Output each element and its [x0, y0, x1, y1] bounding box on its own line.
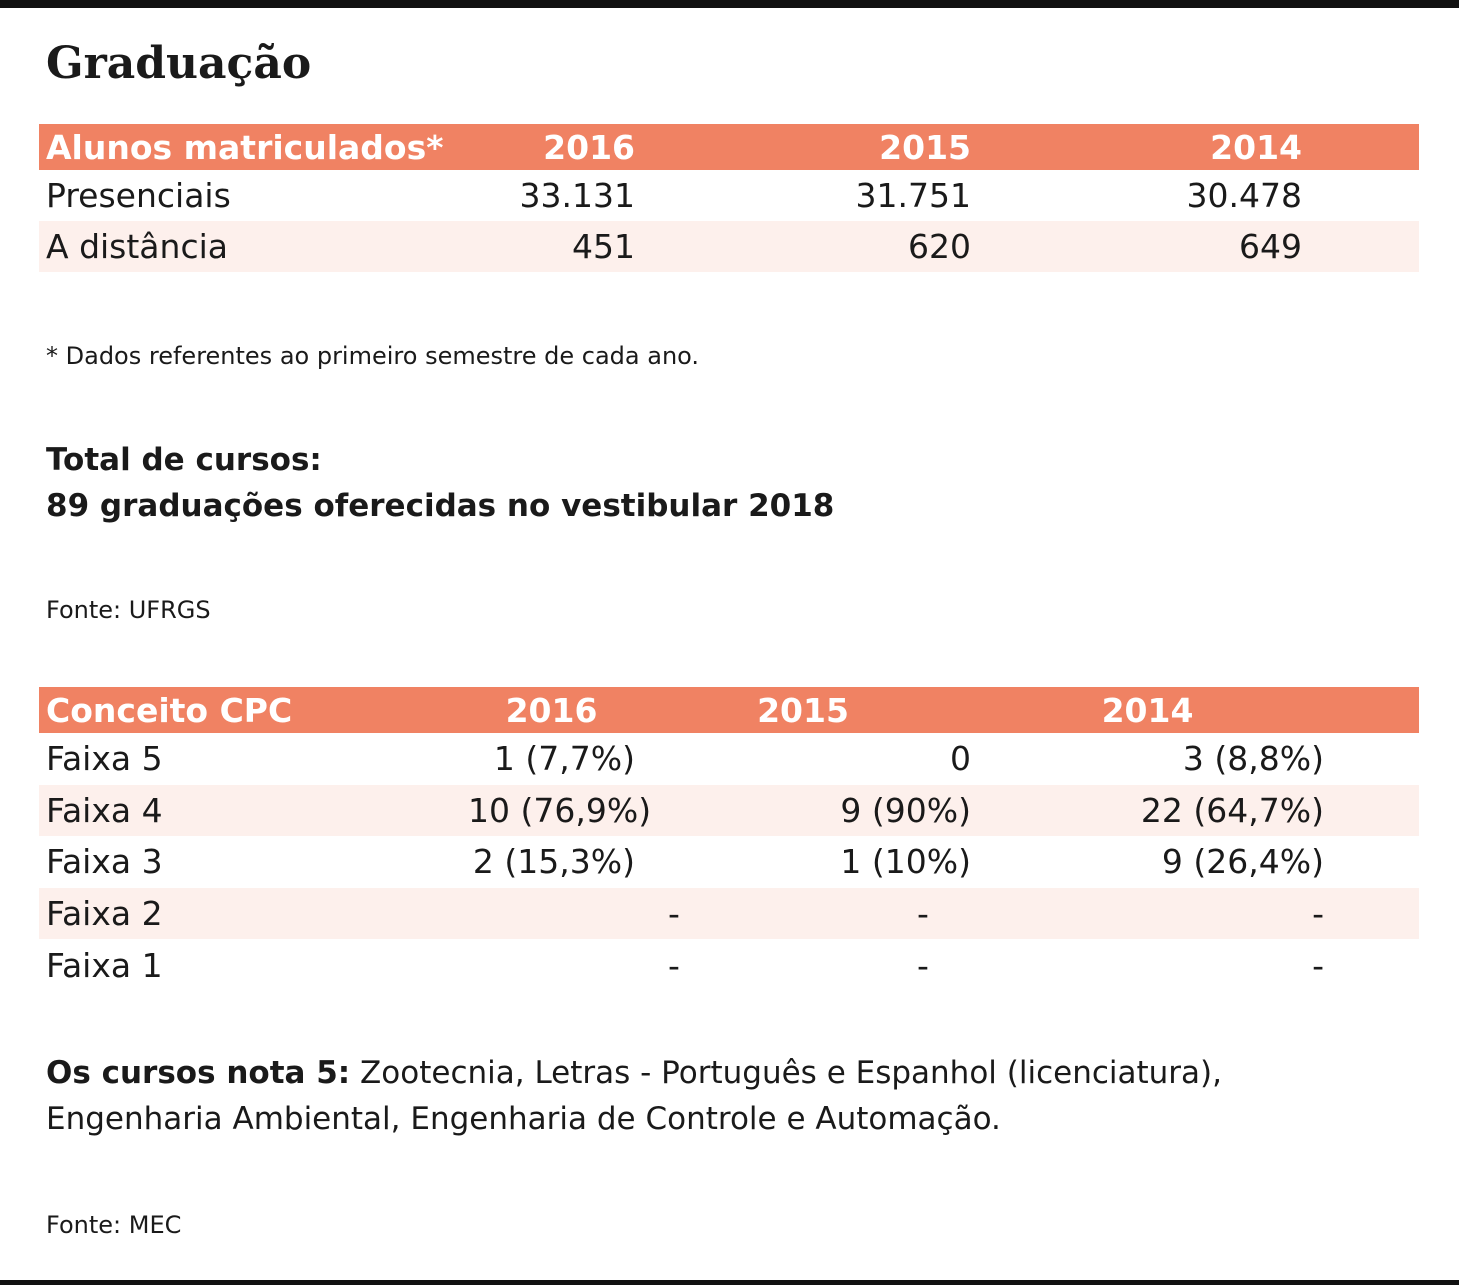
cell-2015: 9 (90%) [840, 790, 971, 830]
cell-2014: 30.478 [1186, 176, 1302, 215]
row-label: Faixa 5 [46, 739, 163, 779]
cell-2016: 1 (7,7%) [493, 739, 635, 779]
cpc-header-2014: 2014 [1101, 690, 1194, 730]
row-spacer [1302, 221, 1419, 272]
cell-2016: 33.131 [519, 176, 635, 215]
cpc-header-2015: 2015 [757, 690, 849, 730]
cell-2014: - [1312, 894, 1324, 934]
row-spacer [1324, 939, 1419, 991]
cpc-table: Conceito CPC 2016 2015 2014 Faixa 5 1 (7… [39, 687, 1419, 991]
row-label: Faixa 4 [46, 790, 163, 830]
enrollment-header-2014: 2014 [1210, 127, 1302, 167]
source-ufrgs: Fonte: UFRGS [46, 596, 211, 624]
cell-2015: - [917, 894, 929, 934]
cell-2015: - [917, 945, 929, 985]
row-spacer [1324, 836, 1419, 888]
top-courses-label: Os cursos nota 5: [46, 1055, 351, 1091]
row-spacer [1324, 785, 1419, 837]
cpc-header-2016: 2016 [505, 690, 598, 730]
row-label: A distância [46, 227, 228, 266]
cell-2015: 31.751 [855, 176, 971, 215]
table-row: Faixa 1 - - - [39, 939, 1419, 991]
row-spacer [1324, 733, 1419, 785]
cell-2014: 22 (64,7%) [1140, 790, 1324, 830]
table-row: Faixa 2 - - - [39, 887, 1419, 940]
enrollment-header-2016: 2016 [543, 127, 635, 167]
cell-2016: 451 [572, 227, 635, 266]
table-row: Presenciais 33.131 31.751 30.478 [39, 170, 1419, 221]
cell-2016: - [668, 894, 680, 934]
enrollment-header-2015: 2015 [879, 127, 971, 167]
cell-2015: 1 (10%) [840, 842, 971, 882]
enrollment-table: Alunos matriculados* 2016 2015 2014 Pres… [39, 124, 1419, 272]
cpc-header-spacer [1324, 687, 1419, 733]
total-courses: Total de cursos: 89 graduações oferecida… [46, 437, 834, 529]
cell-2014: 3 (8,8%) [1182, 739, 1324, 779]
row-label: Faixa 3 [46, 842, 163, 882]
table-row: Faixa 3 2 (15,3%) 1 (10%) 9 (26,4%) [39, 836, 1419, 888]
enrollment-header-row: Alunos matriculados* 2016 2015 2014 [39, 124, 1419, 170]
table-row: Faixa 4 10 (76,9%) 9 (90%) 22 (64,7%) [39, 784, 1419, 837]
footnote: * Dados referentes ao primeiro semestre … [46, 342, 700, 370]
enrollment-header-label: Alunos matriculados* [46, 127, 444, 167]
cpc-header-row: Conceito CPC 2016 2015 2014 [39, 687, 1419, 733]
row-label: Faixa 1 [46, 945, 163, 985]
table-row: A distância 451 620 649 [39, 221, 1419, 272]
cell-2016: - [668, 945, 680, 985]
row-label: Presenciais [46, 176, 231, 215]
cell-2016: 2 (15,3%) [472, 842, 635, 882]
source-mec: Fonte: MEC [46, 1211, 182, 1239]
row-spacer [1324, 888, 1419, 940]
cpc-header-label: Conceito CPC [46, 690, 293, 730]
cell-2016: 10 (76,9%) [468, 790, 652, 830]
total-courses-value: 89 graduações oferecidas no vestibular 2… [46, 488, 835, 524]
enrollment-header-spacer [1302, 124, 1419, 170]
cell-2014: - [1312, 945, 1324, 985]
row-spacer [1302, 170, 1419, 221]
cell-2014: 9 (26,4%) [1161, 842, 1324, 882]
bottom-rule [0, 1280, 1459, 1285]
table-row: Faixa 5 1 (7,7%) 0 3 (8,8%) [39, 733, 1419, 785]
total-courses-label: Total de cursos: [46, 442, 322, 478]
row-label: Faixa 2 [46, 894, 163, 934]
page-title: Graduação [46, 38, 312, 89]
cell-2015: 0 [950, 739, 971, 779]
cell-2014: 649 [1239, 227, 1302, 266]
top-rule [0, 0, 1459, 8]
top-courses-list: Zootecnia, Letras - Português e Espanhol… [46, 1055, 1222, 1137]
top-courses-note: Os cursos nota 5: Zootecnia, Letras - Po… [46, 1050, 1346, 1142]
cell-2015: 620 [908, 227, 971, 266]
